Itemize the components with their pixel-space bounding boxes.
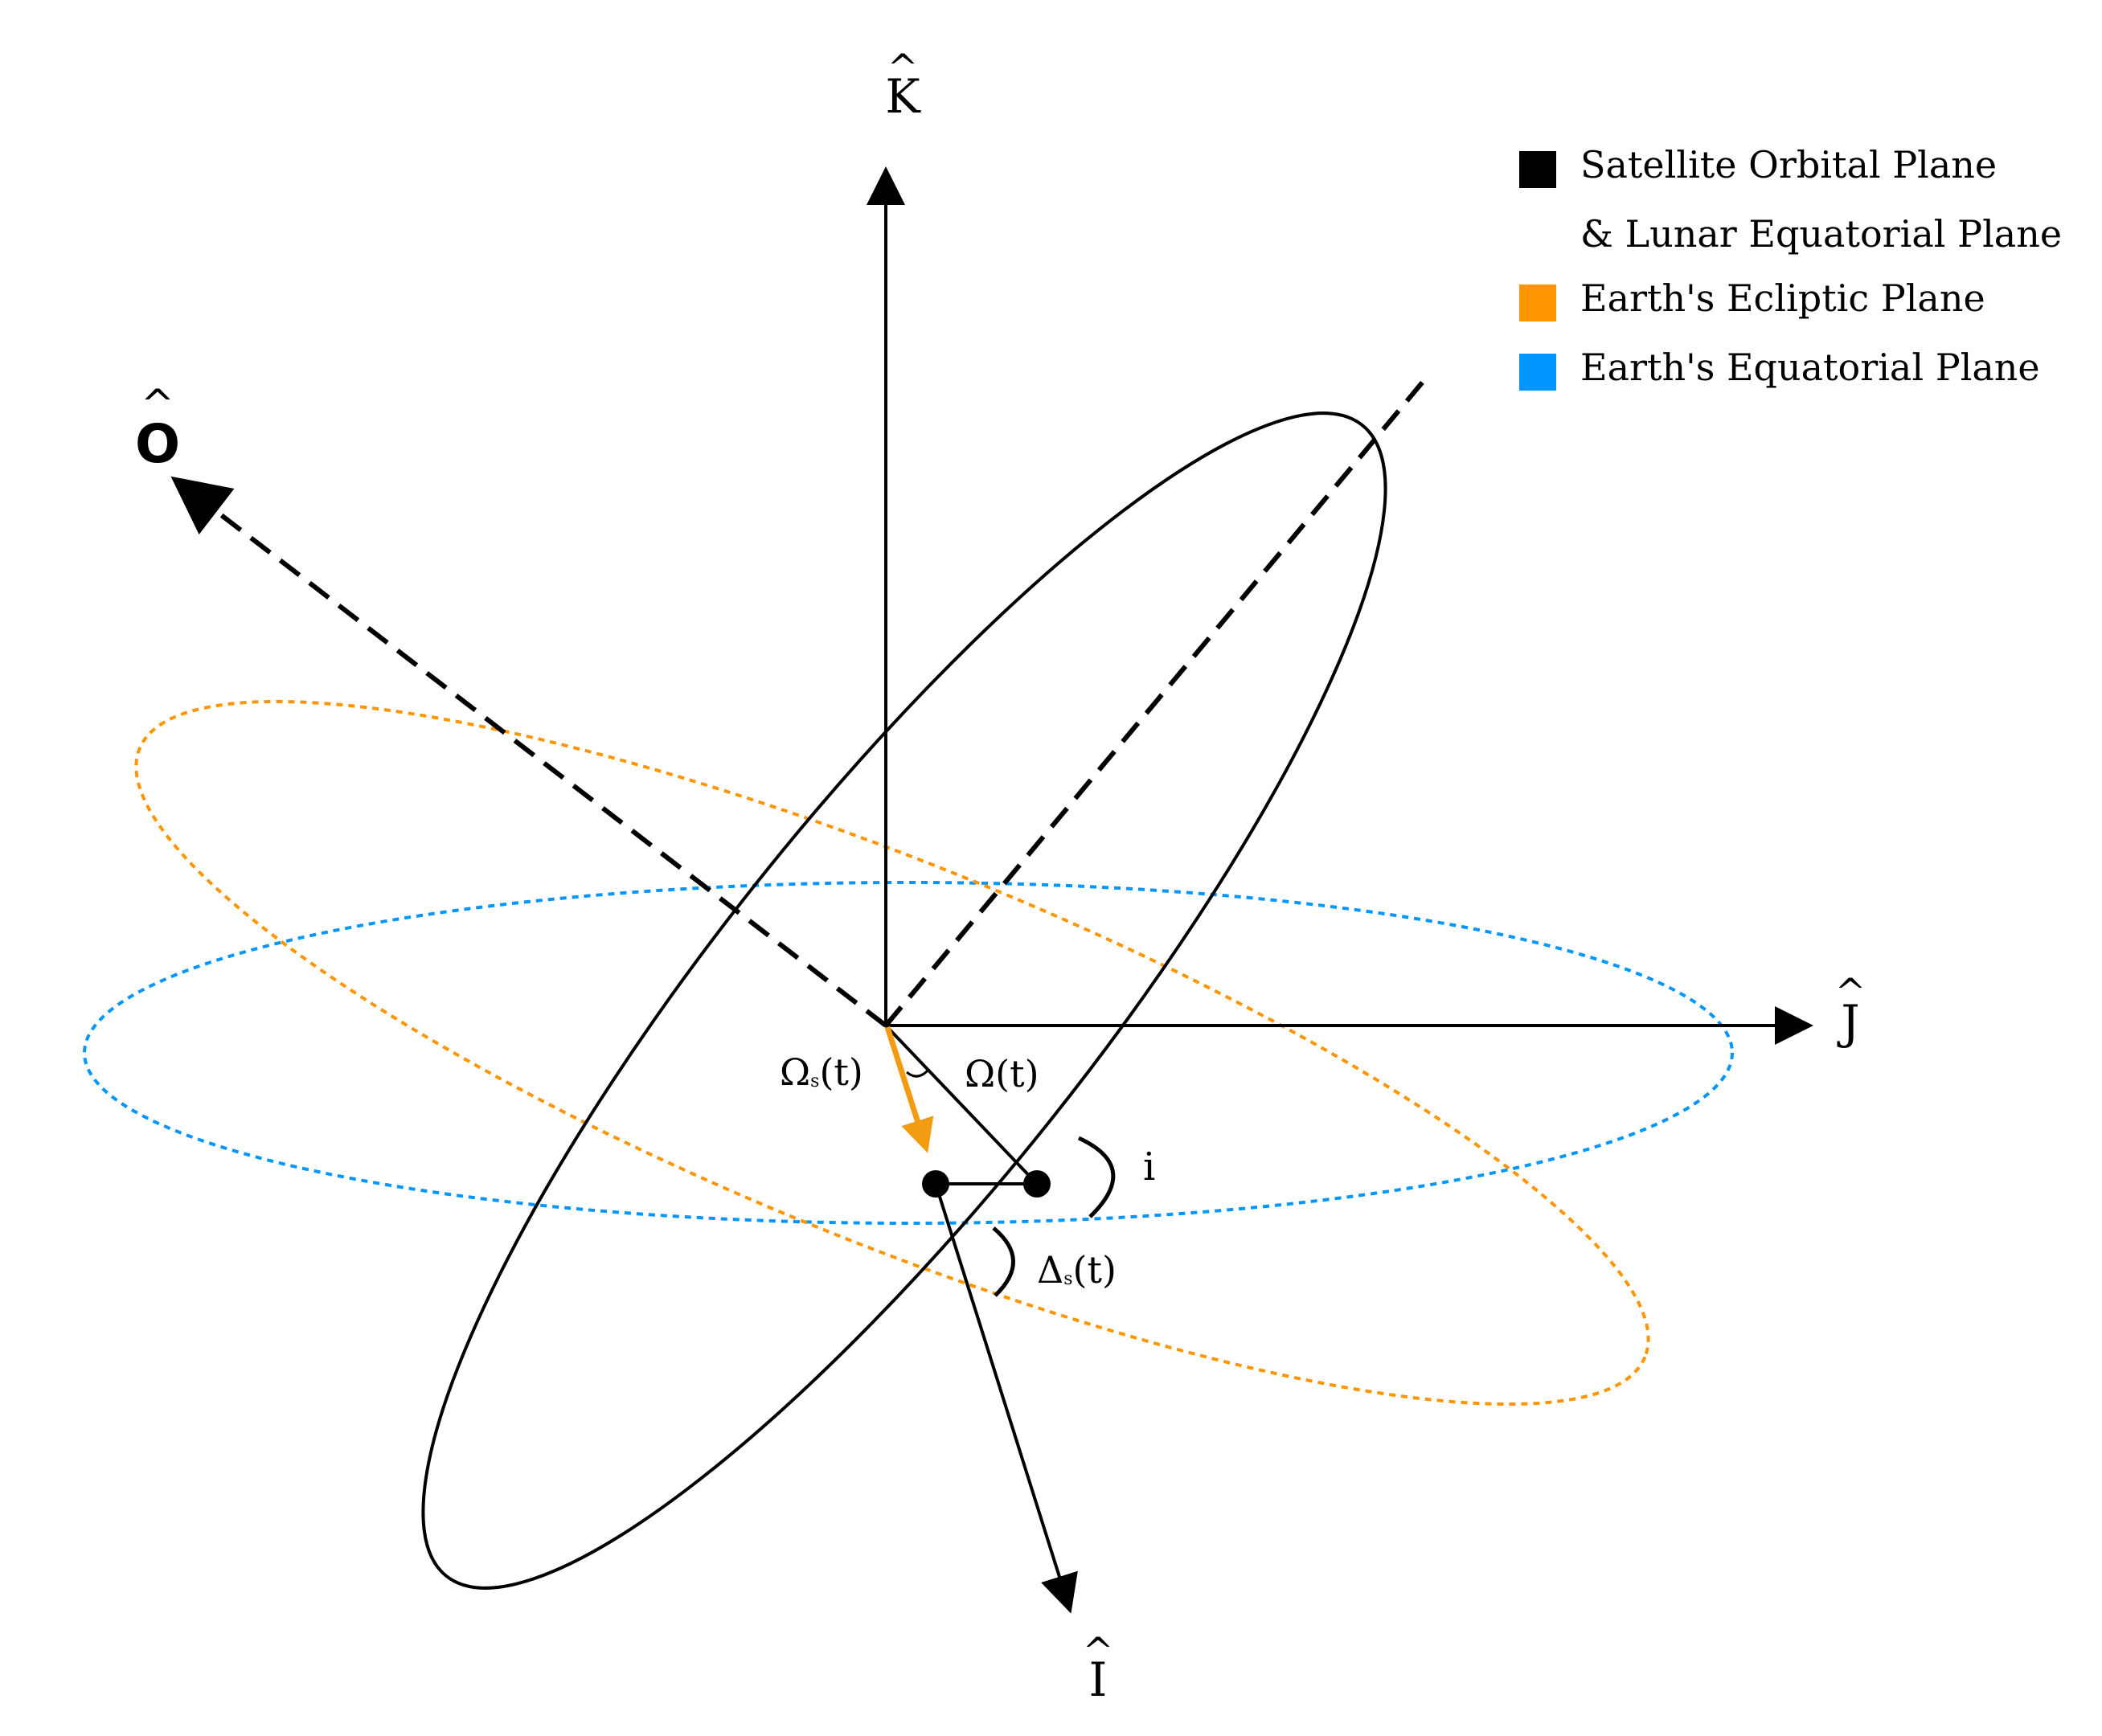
omega-s-vector <box>884 1026 934 1153</box>
inclination-label: i <box>1143 1144 1155 1189</box>
ecliptic-node-dot <box>922 1170 949 1198</box>
ecliptic-plane-ellipse <box>134 699 1650 1406</box>
orbital-plane-dashed-line <box>883 375 1430 1027</box>
o-axis-label: ^ O <box>135 381 180 475</box>
legend-label-ecliptic: Earth's Ecliptic Plane <box>1580 276 1985 320</box>
ascending-node-line <box>884 1024 1039 1185</box>
legend-label-orbital: Satellite Orbital Plane <box>1580 143 1998 186</box>
o-axis-hat: ^ <box>141 381 174 428</box>
i-axis-hat: ^ <box>1083 1629 1114 1673</box>
legend-swatch-equatorial <box>1519 354 1556 391</box>
delta-s-arg: (t) <box>1073 1248 1117 1292</box>
j-axis-hat: ^ <box>1835 970 1866 1013</box>
inclination-arc <box>1077 1136 1116 1218</box>
omega-s-symbol: Ω <box>780 1050 810 1094</box>
omega-s-subscript: s <box>810 1071 819 1091</box>
j-axis-letter: J <box>1837 995 1859 1050</box>
omega-s-angle-arc <box>906 1067 931 1078</box>
legend-label-equatorial: Earth's Equatorial Plane <box>1580 346 2040 389</box>
delta-s-symbol: Δ <box>1037 1248 1063 1292</box>
i-axis-letter: I <box>1089 1652 1108 1707</box>
k-axis-letter: K <box>885 69 921 124</box>
legend-swatch-orbital <box>1519 151 1556 188</box>
omega-label: Ω(t) <box>965 1052 1039 1095</box>
legend-swatch-ecliptic <box>1519 285 1556 321</box>
equatorial-node-dot <box>1023 1170 1051 1198</box>
legend-item-lunar-equatorial: & Lunar Equatorial Plane <box>1519 204 2082 268</box>
j-axis-label: ^ J <box>1835 970 1866 1050</box>
i-axis-label: ^ I <box>1083 1629 1114 1707</box>
equatorial-plane-ellipse <box>83 881 1734 1225</box>
i-axis-line <box>934 1183 1078 1614</box>
delta-s-subscript: s <box>1063 1269 1072 1289</box>
legend-label-lunar: & Lunar Equatorial Plane <box>1580 212 2063 256</box>
delta-s-label: Δs(t) <box>1037 1248 1117 1292</box>
legend: Satellite Orbital Plane & Lunar Equatori… <box>1519 135 2082 407</box>
orbital-plane-ellipse <box>421 411 1387 1590</box>
legend-item-orbital-plane: Satellite Orbital Plane <box>1519 135 2082 204</box>
omega-s-arg: (t) <box>819 1050 863 1094</box>
legend-item-ecliptic-plane: Earth's Ecliptic Plane <box>1519 268 2082 338</box>
k-axis-hat: ^ <box>887 46 919 89</box>
legend-item-equatorial-plane: Earth's Equatorial Plane <box>1519 338 2082 407</box>
o-axis-line <box>170 476 887 1028</box>
delta-s-arc <box>992 1226 1015 1297</box>
o-axis-letter: O <box>135 413 180 475</box>
k-axis-label: ^ K <box>885 46 921 124</box>
omega-s-label: Ωs(t) <box>780 1050 863 1094</box>
